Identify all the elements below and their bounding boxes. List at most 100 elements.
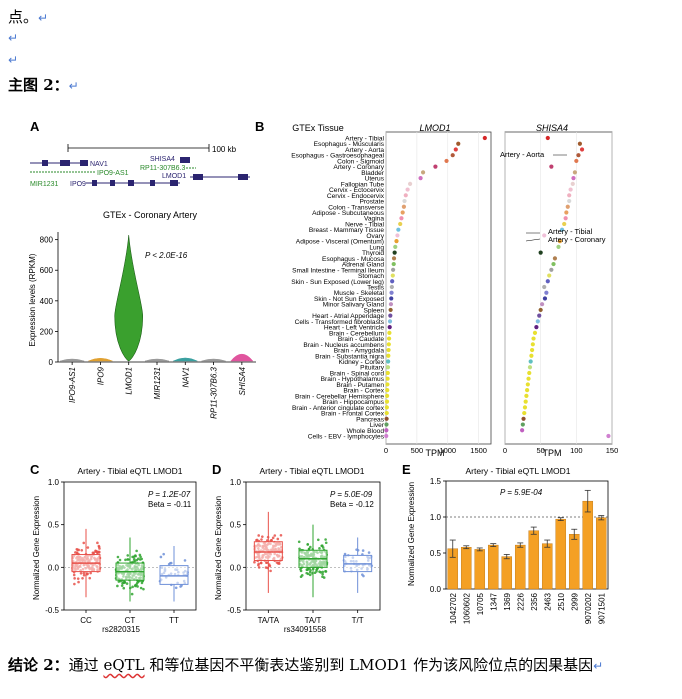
jitter-point [124, 558, 127, 562]
lmod1-point [450, 153, 455, 158]
shisa4-point [576, 153, 581, 158]
x-tick-label: 1042702 [449, 592, 458, 624]
shisa4-x-tick-label: 100 [570, 446, 583, 455]
svg-text:MIR1231: MIR1231 [30, 181, 59, 188]
tissue-label: Brain - Cortex [343, 388, 384, 395]
lmod1-point [384, 416, 389, 421]
tissue-label: Spleen [363, 307, 384, 314]
shisa4-point [551, 261, 556, 267]
lmod1-point [387, 325, 392, 330]
tissue-label: Artery - Tibial [345, 136, 384, 143]
panel-e-title: Artery - Tibial eQTL LMOD1 [465, 466, 570, 476]
shisa4-point [544, 290, 549, 295]
lmod1-point [384, 410, 389, 416]
x-tick-label: NAV1 [181, 367, 190, 387]
shisa4-point [562, 221, 567, 227]
jitter-point [271, 536, 275, 540]
shisa4-point [579, 147, 585, 152]
lmod1-point [387, 330, 392, 335]
jitter-point [313, 571, 317, 575]
tissue-label: Vagina [364, 216, 384, 223]
lmod1-point [401, 204, 407, 209]
jitter-point [259, 561, 263, 565]
shisa4-point [565, 204, 570, 209]
jitter-point [140, 581, 144, 585]
lmod1-point [403, 193, 408, 198]
lmod1-point [389, 296, 394, 301]
violin-mir1231 [144, 358, 170, 362]
lmod1-point [384, 428, 389, 433]
shisa4-point [549, 267, 554, 272]
jitter-point [138, 553, 142, 557]
jitter-point [127, 558, 130, 561]
shisa4-point [522, 405, 528, 410]
bar [568, 534, 580, 590]
jitter-point [82, 573, 86, 577]
jitter-point [270, 539, 273, 542]
gene-track-ipo9-as1: IPO9-AS1 [30, 170, 129, 177]
shisa4-x-tick-label: 50 [536, 446, 544, 455]
eqtl-term: eQTL [103, 656, 145, 674]
lmod1-point [482, 135, 487, 141]
tissue-label: Cells - EBV - lymphocytes [308, 434, 385, 441]
jitter-point [297, 540, 301, 544]
jitter-point [276, 537, 280, 541]
tissue-label: Esophagus - Gastroesophageal [291, 153, 384, 160]
y-tick-label: 0.0 [230, 563, 242, 572]
jitter-point [132, 557, 136, 561]
jitter-point [135, 549, 138, 553]
shisa4-title: SHISA4 [536, 123, 568, 133]
tissue-label: Ovary [366, 233, 384, 240]
x-tick-label: 9071501 [597, 592, 606, 624]
y-tick-label: 1.0 [48, 478, 60, 487]
bar [541, 543, 553, 590]
x-tick-label: IPO9 [96, 366, 105, 385]
x-tick-label: 2226 [516, 592, 525, 610]
x-tick-label: IPO9-AS1 [68, 367, 77, 403]
lmod1-point [394, 239, 399, 244]
shisa4-point [528, 359, 533, 364]
lmod1-point [386, 342, 391, 347]
jitter-point [309, 545, 312, 549]
jitter-point [77, 580, 80, 584]
shisa4-point [606, 433, 611, 439]
lmod1-point [385, 388, 390, 393]
lmod1-point [396, 227, 401, 232]
y-tick-label: -0.5 [227, 606, 241, 615]
violin-ipo9-as1 [60, 358, 85, 362]
lmod1-point [405, 187, 410, 192]
lmod1-point [399, 216, 404, 221]
jitter-point [306, 567, 310, 570]
jitter-point [324, 570, 328, 573]
panel-c-beta: Beta = -0.11 [148, 500, 192, 509]
lmod1-title: LMOD1 [419, 123, 450, 133]
jitter-point [321, 570, 325, 574]
tissue-label: Adipose - Subcutaneous [312, 210, 385, 217]
jitter-point [116, 584, 119, 588]
lmod1-point [395, 233, 400, 238]
jitter-point [116, 555, 120, 559]
jitter-point [75, 551, 79, 554]
violin-shisa4 [230, 353, 254, 362]
jitter-point [118, 558, 122, 562]
y-tick-label: 1.0 [230, 478, 242, 487]
jitter-point [86, 546, 90, 549]
figure-2: A 100 kb NAV1 IPO9-AS1 MIR1231 IPO9 SHIS… [28, 119, 618, 634]
lmod1-point [407, 181, 413, 186]
panel-e-ylabel: Normalized Gene Expression [407, 482, 416, 586]
jitter-point [91, 551, 95, 555]
shisa4-point [521, 416, 526, 421]
box-chart-c: -0.5 0.0 0.5 1.0 CC CT TT [45, 478, 197, 625]
shisa4-point [535, 319, 540, 324]
panel-d-xlabel: rs34091558 [284, 625, 327, 634]
shisa4-point [559, 227, 565, 232]
jitter-point [169, 561, 172, 565]
shisa4-point [545, 135, 550, 141]
svg-text:SHISA4: SHISA4 [150, 156, 175, 163]
box [159, 565, 189, 585]
jitter-point [343, 552, 347, 556]
shisa4-point [537, 313, 542, 318]
tissue-label: Brain - Hippocampus [322, 399, 384, 406]
shisa4-point [571, 176, 576, 181]
jitter-point [260, 538, 263, 541]
